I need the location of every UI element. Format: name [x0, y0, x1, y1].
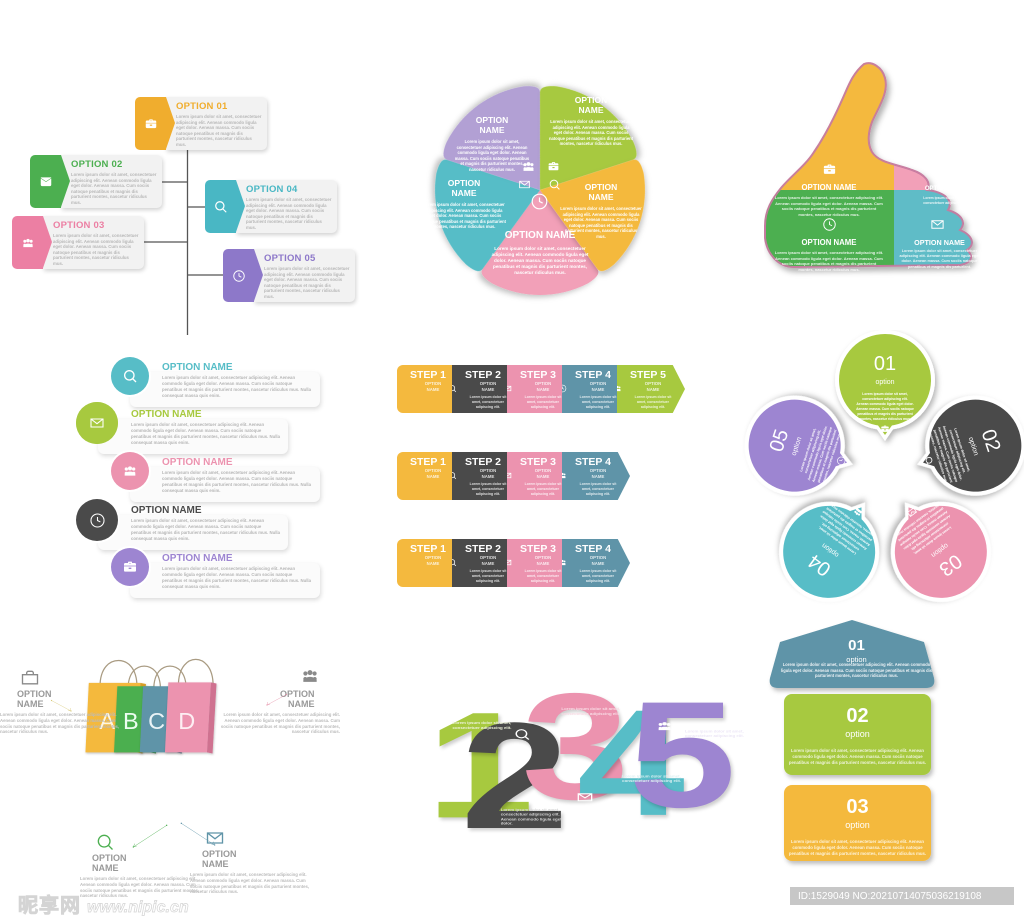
svg-text:B: B [123, 708, 139, 734]
svg-text:Aenean massa. Cum sociis natoq: Aenean massa. Cum sociis natoque [856, 407, 914, 411]
svg-text:Lorem ipsum dolor sit amet,: Lorem ipsum dolor sit amet, [862, 392, 907, 396]
svg-text:C: C [148, 708, 165, 734]
svg-text:Aenean commodo ligula eget dol: Aenean commodo ligula eget dolor. [856, 402, 913, 406]
svg-text:01: 01 [874, 353, 896, 375]
svg-text:option: option [875, 379, 894, 386]
svg-text:consectetuer adipiscing elit.: consectetuer adipiscing elit. [862, 397, 908, 401]
svg-text:D: D [178, 708, 195, 734]
svg-text:montes, nascetur ridiculus mus: montes, nascetur ridiculus mus. [859, 417, 911, 421]
svg-text:penatibus et magnis dis partur: penatibus et magnis dis parturient [857, 412, 913, 416]
